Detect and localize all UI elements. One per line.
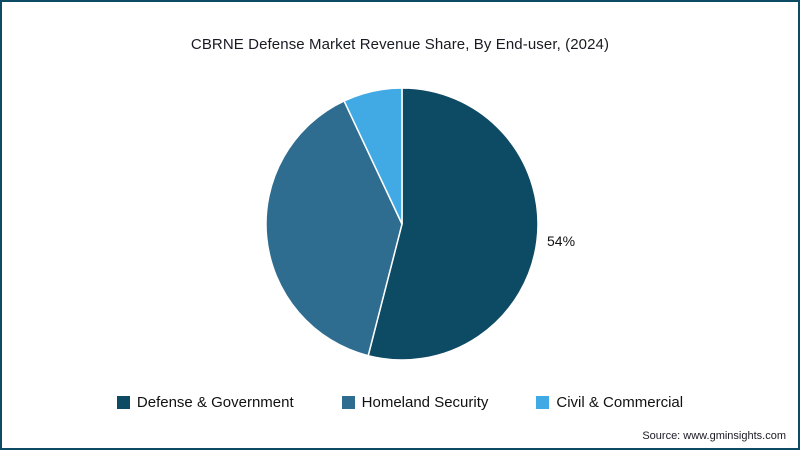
source-attribution: Source: www.gminsights.com	[642, 430, 786, 442]
pie-slice-0	[367, 87, 539, 361]
legend-swatch-defense-government	[116, 396, 130, 409]
pie-slice-2	[343, 87, 403, 225]
legend-item-defense-government: Defense & Government	[116, 394, 294, 411]
legend-swatch-homeland-security	[341, 396, 355, 409]
chart-legend: Defense & Government Homeland Security C…	[2, 394, 798, 411]
legend-label-civil-commercial: Civil & Commercial	[556, 394, 684, 411]
legend-swatch-civil-commercial	[536, 396, 550, 409]
pie-data-label-defense: 54%	[547, 233, 576, 249]
pie-slice-1	[265, 100, 403, 357]
chart-title: CBRNE Defense Market Revenue Share, By E…	[190, 36, 610, 53]
legend-label-defense-government: Defense & Government	[136, 394, 294, 411]
pie-chart	[262, 84, 542, 364]
legend-item-civil-commercial: Civil & Commercial	[536, 394, 683, 411]
legend-label-homeland-security: Homeland Security	[361, 394, 489, 411]
legend-item-homeland-security: Homeland Security	[341, 394, 489, 411]
pie-chart-svg	[265, 87, 539, 361]
